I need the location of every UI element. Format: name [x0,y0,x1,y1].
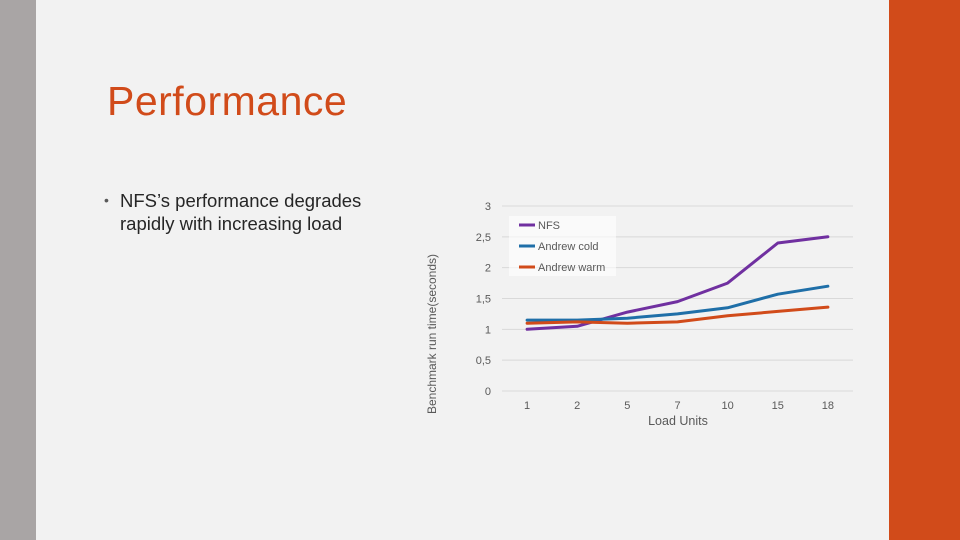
right-accent-bar [889,0,960,540]
x-tick-label: 10 [722,400,734,412]
left-accent-bar [0,0,36,540]
y-tick-label: 2 [485,263,491,275]
series-lines [525,235,830,331]
y-tick-labels: 0 0,5 1 1,5 2 2,5 3 [476,201,491,398]
series-line-3 [525,305,830,325]
x-tick-label: 1 [524,400,530,412]
x-tick-label: 15 [772,400,784,412]
x-tick-label: 5 [624,400,630,412]
x-tick-label: 2 [574,400,580,412]
series-line-1 [525,235,830,331]
y-tick-label: 0 [485,386,491,398]
bullet-text: NFS’s performance degrades rapidly with … [120,190,362,234]
bullet-dot: • [104,192,109,208]
slide-title: Performance [107,78,348,124]
y-tick-label: 0,5 [476,355,491,367]
legend-label: Andrew warm [538,262,605,274]
x-tick-label: 18 [822,400,834,412]
series-line-2 [525,284,830,322]
y-tick-label: 2,5 [476,232,491,244]
legend: NFS Andrew cold Andrew warm [509,216,616,276]
x-axis-label: Load Units [648,414,708,428]
x-tick-labels: 1 2 5 7 10 15 18 [524,400,834,412]
y-tick-label: 1,5 [476,294,491,306]
grid-lines [502,205,853,392]
y-tick-label: 1 [485,324,491,336]
y-axis-label: Benchmark run time(seconds) [425,254,439,414]
legend-label: NFS [538,220,560,232]
legend-label: Andrew cold [538,241,599,253]
x-tick-label: 7 [674,400,680,412]
slide-background [36,0,889,540]
bullet-list: • NFS’s performance degrades rapidly wit… [104,189,404,235]
y-tick-label: 3 [485,201,491,213]
